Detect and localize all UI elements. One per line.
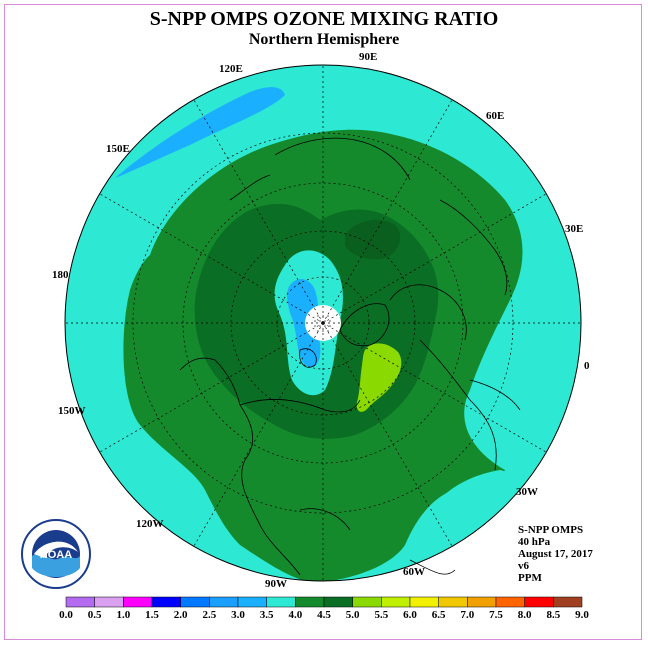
longitude-grid — [65, 65, 581, 581]
colorbar-tick-label: 7.5 — [489, 609, 503, 621]
colorbar-cell — [295, 596, 325, 608]
fill-band-5.0-5.5 — [356, 343, 402, 412]
colorbar-cell — [524, 596, 554, 608]
colorbar-cell — [65, 596, 95, 608]
colorbar-tick-label: 5.0 — [346, 609, 360, 621]
colorbar-tick-label: 4.5 — [317, 609, 331, 621]
colorbar-tick-label: 5.5 — [374, 609, 388, 621]
noaa-logo-text: NOAA — [40, 549, 72, 561]
colorbar-cell — [151, 596, 181, 608]
lon-label-60w: 60W — [403, 566, 425, 578]
colorbar-tick-label: 6.5 — [432, 609, 446, 621]
colorbar-cell — [180, 596, 210, 608]
globe-outline — [64, 64, 582, 582]
lon-label-150e: 150E — [106, 143, 130, 155]
lon-label-0: 0 — [584, 360, 590, 372]
info-version: v6 — [518, 560, 529, 572]
lon-label-120e: 120E — [219, 63, 243, 75]
colorbar-ticks: 0.0 0.5 1.0 1.5 2.0 2.5 3.0 3.5 4.0 4.5 5.0 5.5 6.0 6… — [59, 609, 589, 621]
info-block: S-NPP OMPS 40 hPa August 17, 2017 v6 PPM — [518, 524, 593, 584]
coastlines — [179, 137, 521, 576]
lon-label-90w: 90W — [265, 578, 287, 590]
colorbar-cell — [94, 596, 124, 608]
colorbar-tick-label: 2.0 — [174, 609, 188, 621]
colorbar-tick-label: 6.0 — [403, 609, 417, 621]
info-instrument: S-NPP OMPS — [518, 524, 584, 536]
colorbar-tick-label: 4.0 — [288, 609, 302, 621]
colorbar-tick-label: 7.0 — [460, 609, 474, 621]
noaa-logo: NOAA — [21, 519, 91, 589]
colorbar-cell — [237, 596, 267, 608]
fill-band-3.0-3.5-upper — [115, 87, 285, 178]
colorbar-tick-label: 2.5 — [202, 609, 216, 621]
info-units: PPM — [518, 572, 542, 584]
map-subtitle: Northern Hemisphere — [248, 31, 400, 48]
lon-label-180: 180 — [52, 269, 69, 281]
map-title: S-NPP OMPS OZONE MIXING RATIO — [149, 8, 499, 30]
colorbar-tick-label: 8.0 — [518, 609, 532, 621]
colorbar-tick-label: 8.5 — [546, 609, 560, 621]
colorbar-cell — [467, 596, 497, 608]
colorbar-cell — [123, 596, 153, 608]
info-date: August 17, 2017 — [518, 548, 593, 560]
colorbar-tick-label: 0.0 — [59, 609, 73, 621]
lon-label-30w: 30W — [516, 486, 538, 498]
colorbar-cell — [266, 596, 296, 608]
colorbar-cell — [352, 596, 382, 608]
colorbar-cell — [438, 596, 468, 608]
lon-label-120w: 120W — [136, 518, 164, 530]
fill-band-4.5-5.0-siberia — [345, 219, 401, 260]
colorbar-tick-label: 9.0 — [575, 609, 589, 621]
fill-band-3.0-3.5-polar — [287, 278, 321, 368]
colorbar-cell — [409, 596, 439, 608]
colorbar-cell — [553, 596, 583, 608]
plot-frame — [4, 4, 642, 640]
lon-label-150w: 150W — [58, 405, 86, 417]
colorbar-cell — [495, 596, 525, 608]
colorbar-cells — [65, 596, 583, 608]
lon-label-60e: 60E — [486, 110, 505, 122]
colorbar-tick-label: 1.0 — [116, 609, 130, 621]
pole-stipple — [314, 315, 331, 332]
colorbar-tick-label: 3.0 — [231, 609, 245, 621]
colorbar-tick-label: 3.5 — [260, 609, 274, 621]
colorbar-cell — [323, 596, 353, 608]
colorbar-cell — [209, 596, 239, 608]
lon-label-90e: 90E — [359, 51, 378, 63]
info-level: 40 hPa — [518, 536, 551, 548]
fill-band-3.5-4.0-atlantic — [425, 470, 517, 561]
lon-label-30e: 30E — [565, 223, 584, 235]
colorbar-tick-label: 1.5 — [145, 609, 159, 621]
colorbar-cell — [381, 596, 411, 608]
colorbar-tick-label: 0.5 — [88, 609, 102, 621]
